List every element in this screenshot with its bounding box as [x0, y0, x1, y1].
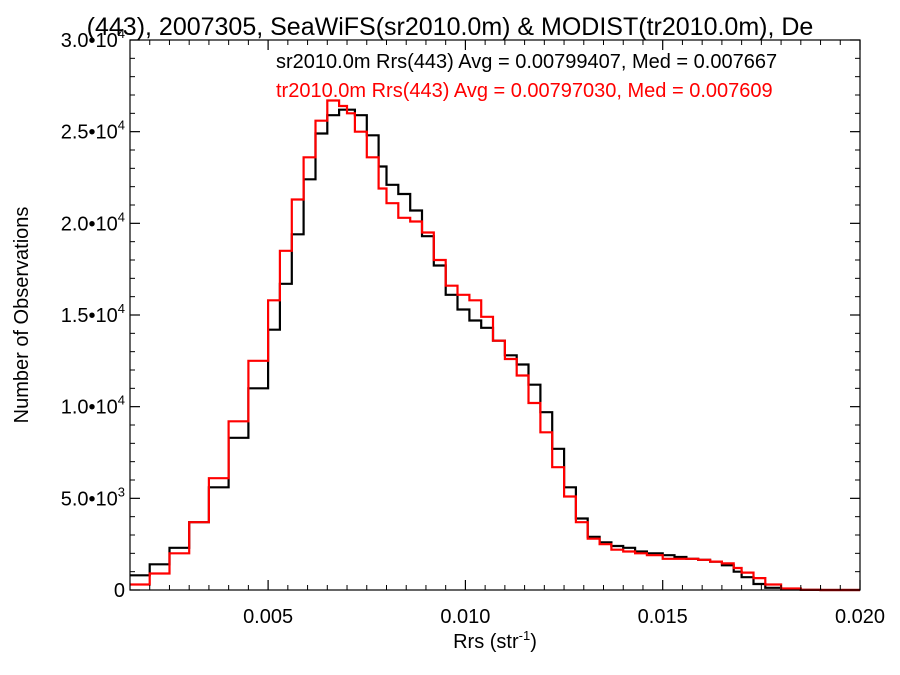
plot-frame [129, 39, 861, 591]
y-tick-label: 1.0•104 [61, 393, 125, 419]
annotation-red: tr2010.0m Rrs(443) Avg = 0.00797030, Med… [276, 80, 773, 102]
x-axis-label: Rrs (str-1) [453, 628, 537, 653]
series-line-1 [130, 99, 860, 592]
y-tick-label-base: 5.0•10 [61, 488, 118, 510]
y-tick-label-exponent: 4 [118, 301, 125, 316]
x-axis-label-close: ) [530, 631, 537, 653]
y-tick-label: 3.0•104 [61, 26, 125, 52]
y-tick-label-base: 2.0•10 [61, 213, 118, 235]
y-tick-label: 5.0•103 [61, 484, 125, 510]
y-tick-label: 1.5•104 [61, 301, 125, 327]
y-tick-label-exponent: 4 [118, 209, 125, 224]
axis-ticks: 0.005 0.010 0.015 0.02005.0•1031.0•1041.5•1… [61, 26, 885, 628]
y-tick-label: 2.5•104 [61, 118, 125, 144]
x-axis-label-text: Rrs (str [453, 631, 519, 653]
x-tick-label: 0.020 [835, 606, 885, 628]
x-tick-label: 0.010 [440, 606, 490, 628]
y-tick-label-base: 2.5•10 [61, 122, 118, 144]
y-tick-label-exponent: 3 [118, 484, 125, 499]
y-tick-label: 0 [114, 580, 125, 602]
y-tick-label-exponent: 4 [118, 393, 125, 408]
y-tick-label-base: 1.5•10 [61, 305, 118, 327]
annotation-black: sr2010.0m Rrs(443) Avg = 0.00799407, Med… [276, 51, 777, 73]
chart-title: (443), 2007305, SeaWiFS(sr2010.0m) & MOD… [87, 13, 814, 41]
y-tick-label-exponent: 4 [118, 118, 125, 133]
y-tick-label-exponent: 4 [118, 26, 125, 41]
y-tick-label-base: 3.0•10 [61, 30, 118, 52]
x-tick-label: 0.015 [638, 606, 688, 628]
y-tick-label-base: 1.0•10 [61, 397, 118, 419]
y-tick-label: 2.0•104 [61, 209, 125, 235]
series-layer [130, 99, 860, 592]
x-tick-label: 0.005 [243, 606, 293, 628]
y-axis-label: Number of Observations [11, 207, 33, 424]
x-axis-label-exponent: -1 [519, 628, 531, 643]
y-tick-label-base: 0 [114, 580, 125, 602]
series-line-0 [130, 108, 860, 592]
